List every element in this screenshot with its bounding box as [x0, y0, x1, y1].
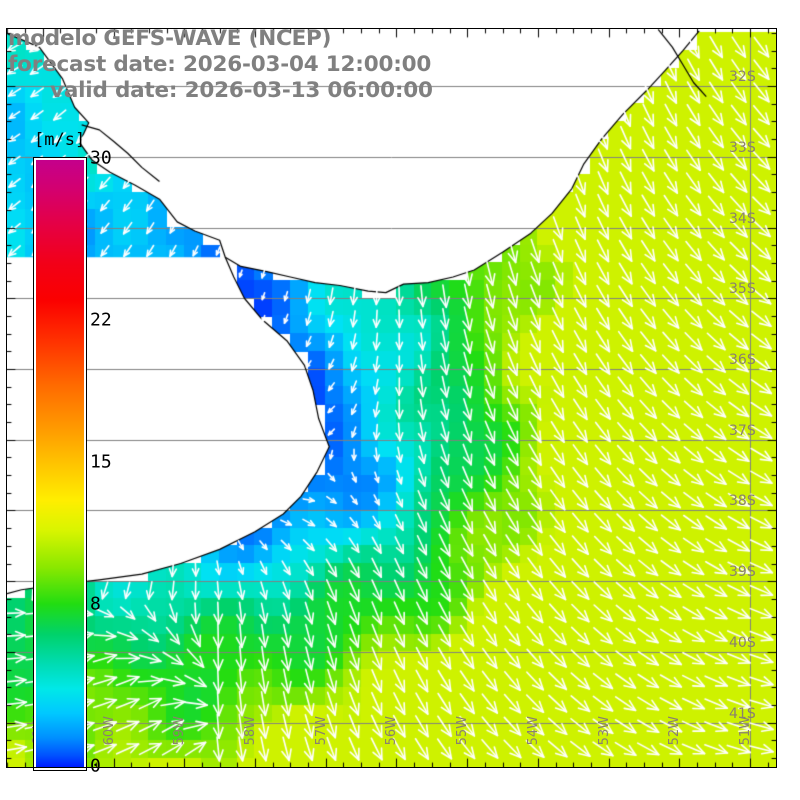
lat-label-32S: 32S: [729, 69, 756, 85]
colorbar-tick-22: 22: [90, 309, 112, 331]
title-model-line: modelo GEFS-WAVE (NCEP): [8, 26, 332, 51]
lon-label-52W: 52W: [667, 716, 683, 746]
figure-title: modelo GEFS-WAVE (NCEP) forecast date: 2…: [0, 26, 640, 104]
wind-speed-heatmap-canvas: [6, 28, 777, 768]
colorbar-tick-8: 8: [90, 593, 101, 615]
lat-label-40S: 40S: [729, 634, 756, 651]
lat-label-33S: 33S: [729, 139, 756, 156]
title-valid-date-line: valid date: 2026-03-13 06:00:00: [50, 78, 433, 103]
lat-label-36S: 36S: [729, 351, 756, 368]
colorbar-tick-30: 30: [90, 147, 112, 169]
lon-label-53W: 53W: [596, 716, 612, 746]
lon-label-56W: 56W: [384, 716, 400, 746]
colorbar: [m/s] 30 22 15 8 0: [33, 130, 112, 777]
colorbar-tick-15: 15: [90, 451, 112, 473]
lat-label-41S: 41S: [729, 705, 756, 722]
lon-label-55W: 55W: [455, 716, 471, 746]
lat-label-37S: 37S: [729, 422, 756, 439]
map-plot-area[interactable]: [6, 28, 777, 768]
lon-label-57W: 57W: [313, 716, 329, 746]
lat-label-34S: 34S: [729, 210, 756, 227]
title-forecast-date-line: forecast date: 2026-03-04 12:00:00: [8, 52, 432, 77]
colorbar-gradient: [33, 157, 87, 771]
colorbar-unit-label: [m/s]: [34, 130, 86, 150]
colorbar-tick-0: 0: [90, 755, 101, 777]
lon-label-59W: 59W: [172, 716, 188, 746]
lat-label-38S: 38S: [729, 493, 756, 510]
lon-label-54W: 54W: [525, 716, 541, 746]
lat-label-35S: 35S: [729, 281, 756, 298]
lat-label-39S: 39S: [729, 564, 756, 581]
lon-label-60W: 60W: [101, 716, 117, 746]
lon-label-58W: 58W: [242, 716, 258, 746]
